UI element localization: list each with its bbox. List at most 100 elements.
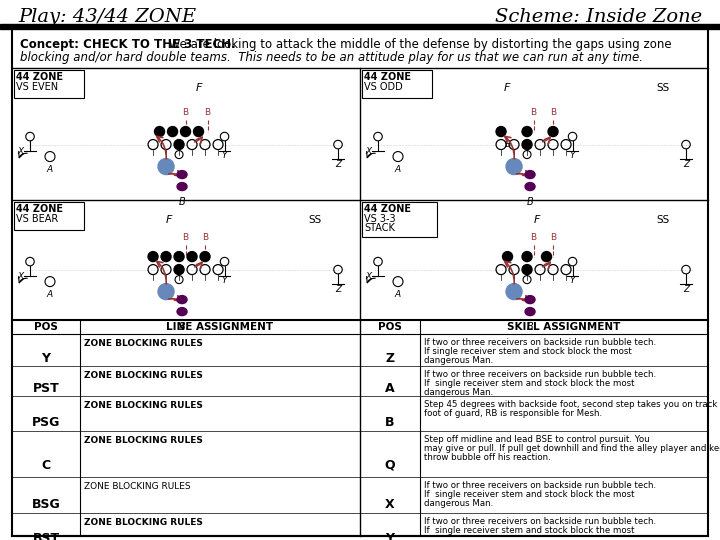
Circle shape	[158, 284, 174, 300]
Text: Y: Y	[570, 151, 575, 159]
Text: Y: Y	[570, 275, 575, 285]
Text: PSG: PSG	[32, 416, 60, 429]
Text: Play: 43/44 ZONE: Play: 43/44 ZONE	[18, 8, 196, 26]
Text: Y: Y	[222, 151, 228, 159]
Text: X: X	[17, 272, 23, 281]
Text: A: A	[395, 165, 401, 173]
Text: A: A	[47, 165, 53, 173]
Circle shape	[161, 252, 171, 261]
Text: B: B	[182, 107, 189, 117]
Circle shape	[503, 252, 513, 261]
Circle shape	[187, 252, 197, 261]
Text: throw bubble off his reaction.: throw bubble off his reaction.	[424, 453, 551, 462]
Circle shape	[194, 126, 204, 137]
Text: Scheme: Inside Zone: Scheme: Inside Zone	[495, 8, 702, 26]
Text: Z: Z	[335, 285, 341, 294]
Text: BST: BST	[32, 532, 60, 540]
Bar	[362, 202, 437, 237]
Text: VS BEAR: VS BEAR	[16, 214, 58, 224]
Text: Z: Z	[335, 159, 341, 168]
Text: Z: Z	[683, 159, 689, 168]
Text: B: B	[526, 197, 534, 207]
Circle shape	[522, 126, 532, 137]
Text: SKILL ASSIGNMENT: SKILL ASSIGNMENT	[508, 322, 621, 332]
Ellipse shape	[525, 308, 535, 315]
Text: 44 ZONE: 44 ZONE	[16, 72, 63, 82]
Text: dangerous Man.: dangerous Man.	[424, 356, 493, 365]
Text: If two or three receivers on backside run bubble tech.: If two or three receivers on backside ru…	[424, 338, 656, 347]
Text: B: B	[531, 107, 536, 117]
Text: If two or three receivers on backside run bubble tech.: If two or three receivers on backside ru…	[424, 481, 656, 490]
Text: A: A	[47, 289, 53, 299]
Ellipse shape	[525, 171, 535, 179]
Text: PST: PST	[32, 382, 59, 395]
Text: If two or three receivers on backside run bubble tech.: If two or three receivers on backside ru…	[424, 517, 656, 526]
Text: B: B	[179, 197, 186, 207]
Text: POS: POS	[378, 322, 402, 332]
Circle shape	[541, 252, 552, 261]
Bar	[14, 202, 84, 230]
Text: F: F	[196, 83, 202, 93]
Text: Q: Q	[384, 459, 395, 472]
Circle shape	[174, 252, 184, 261]
Circle shape	[174, 265, 184, 275]
Text: B: B	[202, 233, 208, 241]
Circle shape	[522, 139, 532, 150]
Text: VS EVEN: VS EVEN	[16, 82, 58, 92]
Text: B: B	[550, 107, 556, 117]
Text: 44 ZONE: 44 ZONE	[16, 204, 63, 214]
Text: X: X	[365, 272, 371, 281]
Ellipse shape	[177, 171, 187, 179]
Text: SS: SS	[657, 83, 670, 93]
Text: 44 ZONE: 44 ZONE	[364, 72, 411, 82]
Text: BSG: BSG	[32, 497, 60, 510]
Text: SS: SS	[657, 215, 670, 225]
Text: If  single receiver stem and stock block the most: If single receiver stem and stock block …	[424, 526, 634, 535]
Circle shape	[158, 159, 174, 174]
Text: ZONE BLOCKING RULES: ZONE BLOCKING RULES	[84, 371, 203, 380]
Ellipse shape	[177, 308, 187, 315]
Text: POS: POS	[34, 322, 58, 332]
Text: If  single receiver stem and stock block the most: If single receiver stem and stock block …	[424, 490, 634, 499]
Ellipse shape	[525, 183, 535, 191]
Text: B: B	[385, 416, 395, 429]
Text: ZONE BLOCKING RULES: ZONE BLOCKING RULES	[84, 401, 203, 410]
Text: If single receiver stem and stock block the most: If single receiver stem and stock block …	[424, 347, 631, 356]
Text: VS 3-3: VS 3-3	[364, 214, 395, 224]
Text: X: X	[365, 146, 371, 156]
Text: We are looking to attack the middle of the defense by distorting the gaps using : We are looking to attack the middle of t…	[165, 38, 672, 51]
Text: Step 45 degrees with backside foot, second step takes you on track to outside: Step 45 degrees with backside foot, seco…	[424, 400, 720, 409]
Text: Y: Y	[385, 532, 395, 540]
Circle shape	[496, 126, 506, 137]
Text: SS: SS	[308, 215, 322, 225]
Circle shape	[168, 126, 178, 137]
Circle shape	[200, 252, 210, 261]
Circle shape	[506, 159, 522, 174]
Text: ZONE BLOCKING RULES: ZONE BLOCKING RULES	[84, 436, 203, 445]
Text: Z: Z	[683, 285, 689, 294]
Bar	[14, 70, 84, 98]
Text: Concept: CHECK TO THE 3 TECH.: Concept: CHECK TO THE 3 TECH.	[20, 38, 235, 51]
Text: STACK: STACK	[364, 223, 395, 233]
Circle shape	[506, 284, 522, 300]
Text: F: F	[504, 83, 510, 93]
Text: Step off midline and lead BSE to control pursuit. You: Step off midline and lead BSE to control…	[424, 435, 649, 444]
Text: F: F	[534, 215, 540, 225]
Circle shape	[148, 252, 158, 261]
Text: Y: Y	[42, 352, 50, 365]
Text: B: B	[182, 233, 189, 241]
Text: dangerous Man.: dangerous Man.	[424, 499, 493, 508]
Text: ZONE BLOCKING RULES: ZONE BLOCKING RULES	[84, 482, 191, 491]
Ellipse shape	[177, 295, 187, 303]
Text: 44 ZONE: 44 ZONE	[364, 204, 411, 214]
Text: A: A	[395, 289, 401, 299]
Text: B: B	[531, 233, 536, 241]
Text: X: X	[385, 497, 395, 510]
Circle shape	[155, 126, 165, 137]
Text: B: B	[179, 322, 186, 332]
Text: If  single receiver stem and stock block the most: If single receiver stem and stock block …	[424, 379, 634, 388]
Text: X: X	[17, 146, 23, 156]
Text: VS ODD: VS ODD	[364, 82, 402, 92]
Text: ZONE BLOCKING RULES: ZONE BLOCKING RULES	[84, 518, 203, 527]
Text: B: B	[505, 140, 510, 149]
